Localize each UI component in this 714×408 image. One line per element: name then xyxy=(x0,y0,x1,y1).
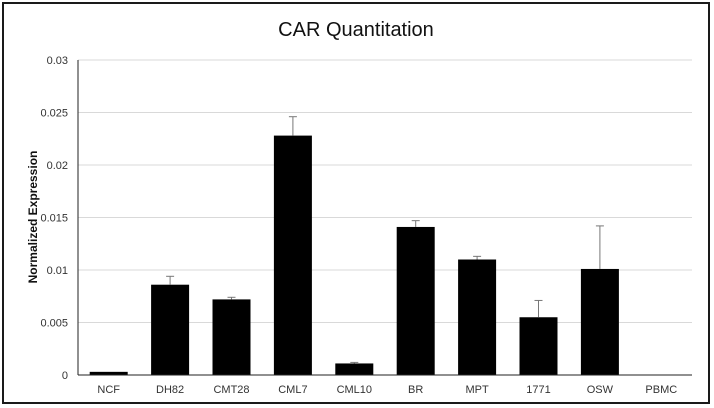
x-tick-label: CMT28 xyxy=(213,384,249,396)
y-tick-label: 0 xyxy=(62,370,68,382)
tick-labels: 0 0.005 0.01 0.015 0.02 0.025 0.03 NCF DH82 CMT28… xyxy=(40,55,677,396)
y-axis-label: Normalized Expression xyxy=(26,151,40,284)
x-tick-label: CML7 xyxy=(278,384,307,396)
bar xyxy=(458,259,497,375)
x-tick-label: 1771 xyxy=(526,384,550,396)
x-tick-label: BR xyxy=(408,384,423,396)
x-tick-label: MPT xyxy=(465,384,489,396)
bar xyxy=(519,317,558,375)
bar xyxy=(273,135,312,375)
y-tick-label: 0.03 xyxy=(47,55,68,67)
y-tick-label: 0.025 xyxy=(40,108,68,120)
bar xyxy=(335,363,374,375)
x-tick-label: PBMC xyxy=(645,384,677,396)
x-tick-label: DH82 xyxy=(156,384,184,396)
x-tick-label: NCF xyxy=(97,384,120,396)
y-tick-label: 0.015 xyxy=(40,213,68,225)
bar xyxy=(151,284,190,375)
bar xyxy=(89,371,128,375)
bar xyxy=(580,268,619,375)
y-tick-label: 0.01 xyxy=(47,265,68,277)
bar xyxy=(396,226,435,375)
y-tick-label: 0.02 xyxy=(47,160,68,172)
x-tick-label: OSW xyxy=(587,384,614,396)
bar xyxy=(212,299,251,375)
y-tick-label: 0.005 xyxy=(40,318,68,330)
chart-title: CAR Quantitation xyxy=(278,19,434,41)
bars xyxy=(89,116,619,375)
x-tick-label: CML10 xyxy=(337,384,372,396)
